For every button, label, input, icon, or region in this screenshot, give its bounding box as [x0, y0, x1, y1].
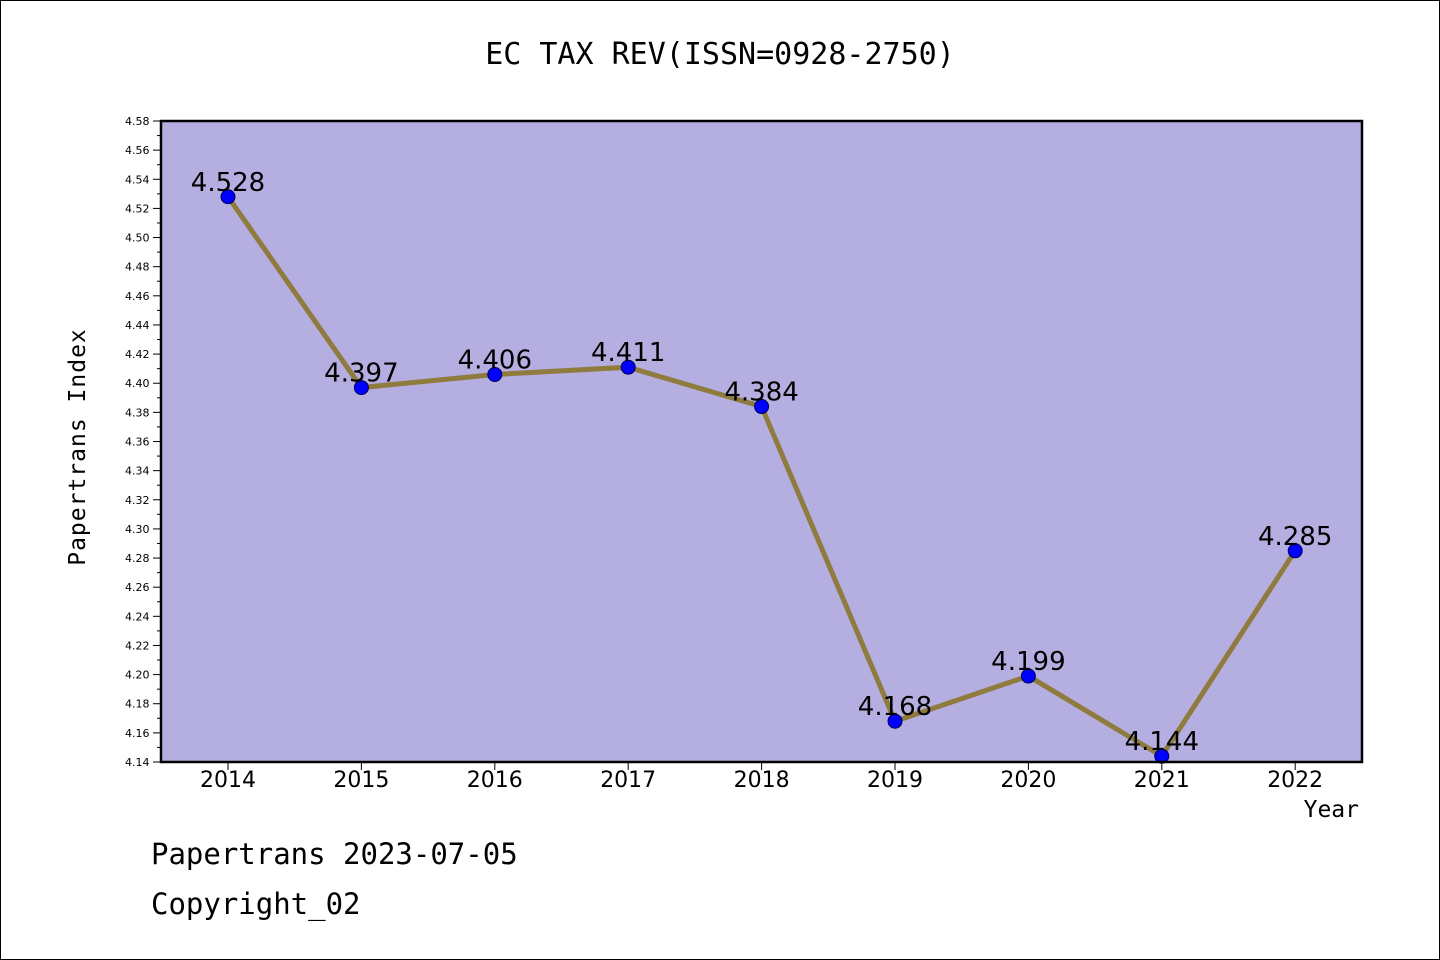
x-tick-label: 2016 [467, 768, 523, 793]
data-label: 4.397 [324, 359, 398, 389]
data-label: 4.411 [591, 338, 665, 368]
y-tick-label: 4.16 [125, 727, 150, 740]
y-tick-label: 4.50 [125, 232, 150, 245]
y-tick-label: 4.32 [125, 494, 150, 507]
x-tick-label: 2015 [333, 768, 389, 793]
y-tick-label: 4.30 [125, 523, 150, 536]
data-label: 4.144 [1125, 727, 1199, 757]
y-tick-label: 4.24 [125, 610, 150, 623]
plot-border [159, 119, 1364, 764]
data-point [220, 189, 236, 205]
data-label: 4.199 [991, 647, 1065, 677]
x-tick-label: 2021 [1134, 768, 1190, 793]
x-tick-label: 2022 [1267, 768, 1323, 793]
data-label: 4.528 [191, 168, 265, 198]
data-point [487, 366, 503, 382]
x-tick-label: 2019 [867, 768, 923, 793]
y-tick-label: 4.42 [125, 348, 150, 361]
x-axis-label: Year [1303, 797, 1359, 823]
y-tick-label: 4.20 [125, 669, 150, 682]
y-tick-label: 4.22 [125, 639, 150, 652]
y-tick-label: 4.52 [125, 202, 150, 215]
y-tick-label: 4.56 [125, 144, 150, 157]
y-tick-label: 4.54 [125, 173, 150, 186]
y-tick-label: 4.18 [125, 698, 150, 711]
data-point [620, 359, 636, 375]
data-point [1287, 543, 1303, 559]
y-tick-label: 4.26 [125, 581, 150, 594]
data-point [887, 713, 903, 729]
data-point [353, 380, 369, 396]
data-point [1020, 668, 1036, 684]
y-tick-label: 4.44 [125, 319, 150, 332]
x-tick-label: 2017 [600, 768, 656, 793]
plot-area [161, 121, 1362, 762]
y-tick-label: 4.34 [125, 465, 150, 478]
y-tick-label: 4.28 [125, 552, 150, 565]
y-tick-label: 4.40 [125, 377, 150, 390]
x-tick-label: 2014 [200, 768, 256, 793]
data-label: 4.168 [858, 692, 932, 722]
y-tick-label: 4.38 [125, 406, 150, 419]
chart-title: EC TAX REV(ISSN=0928-2750) [485, 37, 955, 72]
data-label: 4.384 [724, 378, 798, 408]
footer-date-line: Papertrans 2023-07-05 [151, 837, 518, 871]
y-tick-label: 4.36 [125, 436, 150, 449]
x-tick-label: 2018 [734, 768, 790, 793]
data-label: 4.285 [1258, 522, 1332, 552]
footer-copyright-line: Copyright_02 [151, 887, 361, 921]
y-tick-label: 4.58 [125, 115, 150, 128]
x-tick-label: 2020 [1000, 768, 1056, 793]
y-tick-label: 4.14 [125, 756, 150, 769]
y-tick-label: 4.46 [125, 290, 150, 303]
y-tick-label: 4.48 [125, 261, 150, 274]
data-label: 4.406 [458, 345, 532, 375]
data-point [754, 399, 770, 415]
